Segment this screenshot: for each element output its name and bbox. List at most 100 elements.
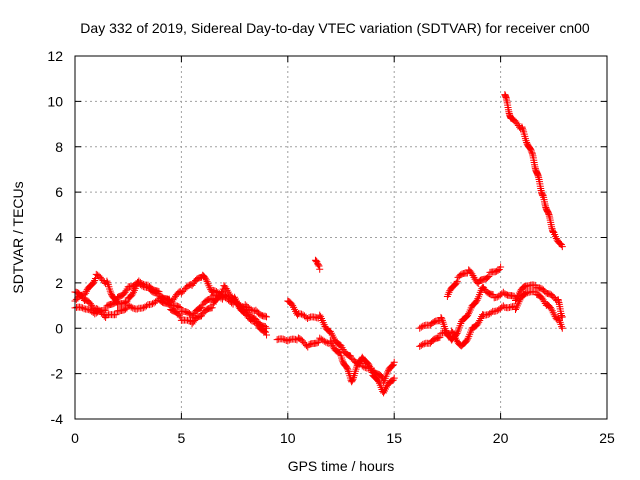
data-point [487,309,495,317]
data-point [313,339,321,347]
data-point [112,297,120,305]
data-point [128,291,136,299]
x-tick-label: 10 [280,430,296,446]
data-point [348,377,356,385]
data-point [222,284,230,292]
data-point [316,265,324,273]
data-point [518,123,526,131]
y-tick-label: 6 [55,184,63,200]
data-point [142,302,150,310]
data-point [338,356,346,364]
y-tick-label: 4 [55,230,63,246]
data-point [522,137,530,145]
data-point [206,284,214,292]
data-point [453,277,461,285]
y-tick-label: 2 [55,275,63,291]
data-point [175,311,183,319]
data-point [305,314,313,322]
data-point [262,328,270,336]
data-point [209,300,217,308]
data-point [344,366,352,374]
data-point [297,310,305,318]
data-point [484,274,492,282]
data-point [201,274,209,282]
data-point [263,331,271,339]
data-point [360,363,368,371]
data-point [473,296,481,304]
data-point [438,315,446,323]
data-point [527,147,535,155]
data-point [139,280,147,288]
data-point [475,318,483,326]
y-tick-label: 0 [55,320,63,336]
data-point [388,362,396,370]
grid [75,56,607,419]
y-tick-label: 10 [47,93,63,109]
data-point [419,340,427,348]
data-point [436,333,444,341]
data-point [103,277,111,285]
data-point [449,328,457,336]
data-point [353,363,361,371]
data-point [528,149,536,157]
data-point [129,290,137,298]
data-point [437,329,445,337]
data-point [284,337,292,345]
data-point [138,279,146,287]
data-point [417,341,425,349]
data-point [217,291,225,299]
data-point [112,311,120,319]
data-point [164,300,172,308]
data-point [155,288,163,296]
data-point [552,234,560,242]
data-point [389,362,397,370]
y-tick-label: -4 [51,411,64,427]
data-point [497,263,505,271]
data-point [250,307,258,315]
x-axis-label: GPS time / hours [288,458,395,474]
data-point [216,292,224,300]
data-point [336,349,344,357]
data-point [234,301,242,309]
data-point [200,273,208,281]
data-point [511,306,519,314]
chart-title: Day 332 of 2019, Sidereal Day-to-day VTE… [80,20,590,36]
data-point [89,279,97,287]
data-point [175,303,183,311]
data-point [314,338,322,346]
data-point [417,323,425,331]
data-point [320,337,328,345]
x-tick-label: 20 [493,430,509,446]
y-axis-label: SDTVAR / TECUs [10,181,26,293]
data-point [513,120,521,128]
data-point [368,368,376,376]
data-point [263,313,271,321]
data-point [246,305,254,313]
data-point [129,304,137,312]
data-point [462,337,470,345]
data-point [326,327,334,335]
data-point [304,314,312,322]
data-point [102,306,110,314]
data-point [485,273,493,281]
data-point [558,313,566,321]
data-point [375,378,383,386]
data-point [349,375,357,383]
data-point [85,306,93,314]
data-point [484,311,492,319]
data-point [492,294,500,302]
data-point [322,338,330,346]
data-point [390,374,398,382]
data-point [261,327,269,335]
data-point [468,270,476,278]
data-point [520,290,528,298]
data-point [539,296,547,304]
data-point [198,304,206,312]
data-point [139,304,147,312]
data-point [499,302,507,310]
data-point [419,322,427,330]
data-point [547,305,555,313]
ticks: 0 5 10 15 20 25 -4 -2 0 2 4 6 8 10 12 [47,48,615,446]
data-point [127,303,135,311]
data-point [122,305,130,313]
